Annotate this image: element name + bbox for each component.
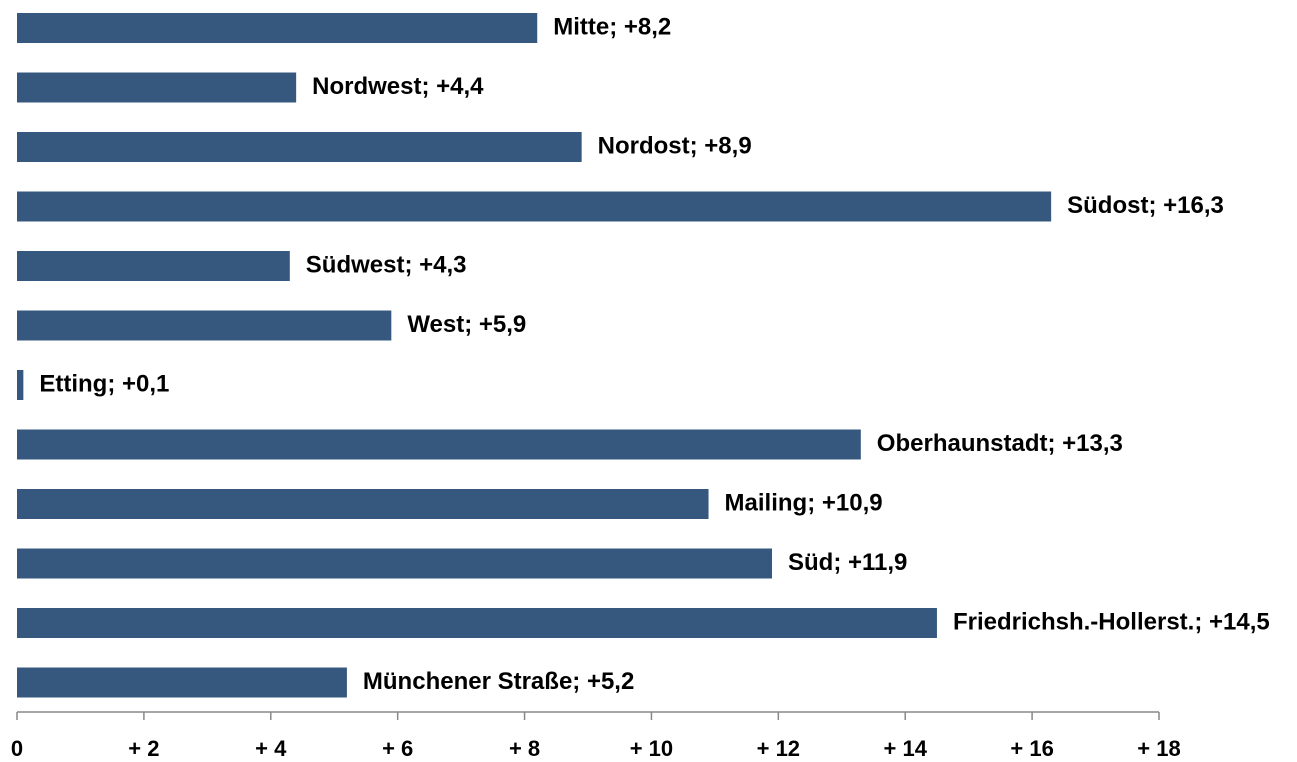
x-tick-label: + 4 [255, 736, 287, 761]
x-tick-label: + 12 [757, 736, 800, 761]
data-label: Nordost; +8,9 [598, 132, 752, 159]
x-tick-label: + 2 [128, 736, 159, 761]
data-label: Süd; +11,9 [788, 549, 907, 576]
data-label: Nordwest; +4,4 [312, 73, 484, 100]
x-tick-label: + 8 [509, 736, 540, 761]
data-label: Mailing; +10,9 [725, 489, 883, 516]
bar [17, 489, 709, 519]
bar [17, 13, 538, 43]
bar [17, 132, 582, 162]
data-label: Südost; +16,3 [1067, 192, 1224, 219]
x-tick-label: + 10 [630, 736, 673, 761]
bar [17, 548, 772, 579]
data-label: Friedrichsh.-Hollerst.; +14,5 [953, 608, 1270, 635]
x-tick-label: + 16 [1010, 736, 1053, 761]
data-label: Etting; +0,1 [39, 370, 169, 397]
x-tick-label: + 18 [1137, 736, 1180, 761]
data-label: Oberhaunstadt; +13,3 [877, 430, 1123, 457]
bar [17, 310, 392, 341]
bar [17, 429, 861, 460]
bar [17, 72, 297, 103]
x-tick-label: + 14 [884, 736, 928, 761]
x-tick-label: + 6 [382, 736, 413, 761]
bar [17, 370, 24, 400]
data-label: Mitte; +8,2 [553, 13, 671, 40]
bar [17, 251, 290, 281]
data-label: West; +5,9 [407, 311, 526, 338]
bar [17, 608, 937, 638]
x-tick-label: 0 [11, 736, 23, 761]
bar [17, 191, 1052, 222]
data-label: Südwest; +4,3 [306, 251, 467, 278]
bar [17, 667, 347, 698]
data-label: Münchener Straße; +5,2 [363, 668, 634, 695]
